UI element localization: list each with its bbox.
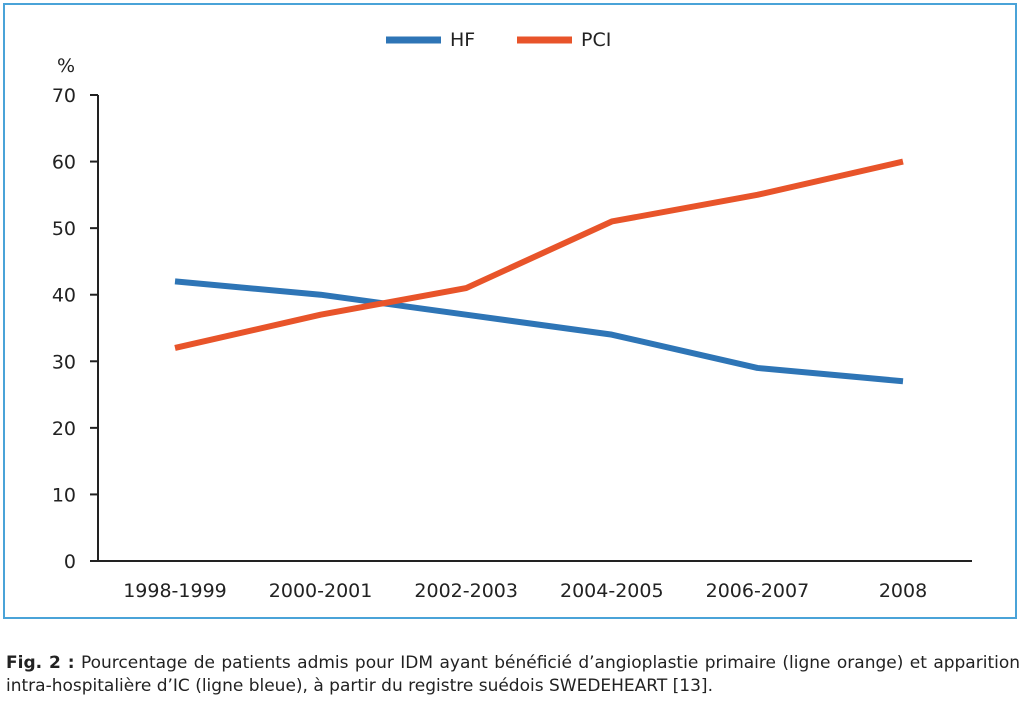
chart-frame	[3, 3, 1017, 619]
y-tick-label-40: 40	[52, 285, 76, 307]
x-tick-label-3: 2004-2005	[560, 580, 664, 602]
y-tick-label-20: 20	[52, 418, 76, 440]
caption-text: Pourcentage de patients admis pour IDM a…	[6, 653, 1021, 696]
y-tick-label-0: 0	[64, 551, 76, 573]
legend-label-pci: PCI	[581, 29, 611, 51]
y-tick-label-30: 30	[52, 351, 76, 373]
y-tick-label-70: 70	[52, 85, 76, 107]
y-tick-label-50: 50	[52, 218, 76, 240]
x-tick-label-1: 2000-2001	[269, 580, 373, 602]
x-tick-label-0: 1998-1999	[123, 580, 227, 602]
figure-caption: Fig. 2 : Pourcentage de patients admis p…	[6, 652, 1020, 698]
legend-label-hf: HF	[450, 29, 475, 51]
y-tick-label-10: 10	[52, 484, 76, 506]
series-line-pci	[174, 158, 904, 351]
y-tick-label-60: 60	[52, 152, 76, 174]
x-tick-label-5: 2008	[879, 580, 927, 602]
series-line-hf	[174, 278, 904, 385]
x-tick-label-4: 2006-2007	[706, 580, 810, 602]
x-tick-label-2: 2002-2003	[414, 580, 518, 602]
y-axis-label: %	[57, 55, 75, 77]
line-chart: 0 10 20 30 40 50 60 70% 1998-1999 2000-2001 2002-2…	[52, 29, 972, 602]
caption-label: Fig. 2 :	[6, 653, 75, 673]
